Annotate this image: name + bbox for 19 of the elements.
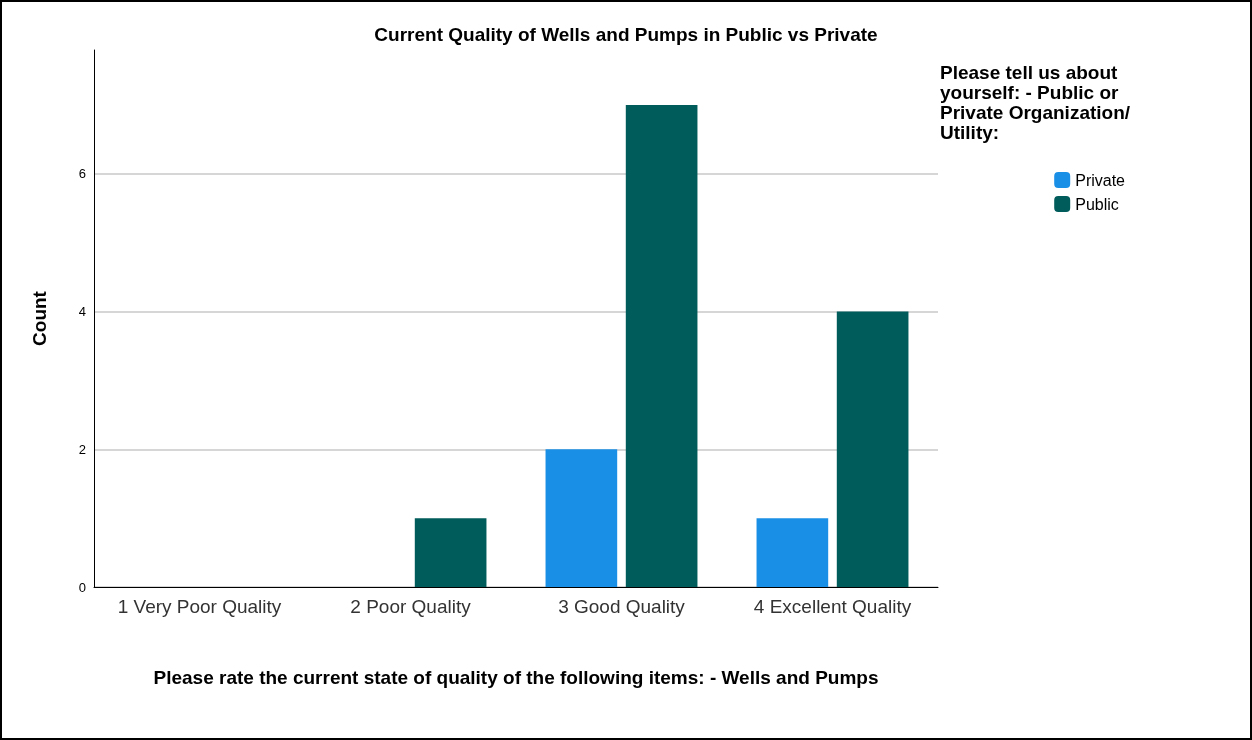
y-axis-title: Count [29,290,50,346]
bar [414,518,487,587]
bar [545,449,618,587]
bar [625,105,698,587]
y-tick-label: 6 [78,166,86,182]
bar [836,311,909,587]
bar [756,518,829,587]
y-tick-label: 4 [78,304,86,320]
legend-label: Public [1075,195,1119,213]
x-tick-label: 1 Very Poor Quality [117,596,282,617]
x-tick-label: 3 Good Quality [558,596,686,617]
x-tick-label: 4 Excellent Quality [753,596,912,617]
x-axis-title: Please rate the current state of quality of the following items: - Wells and Pumps [153,667,879,688]
legend-title: Please tell us about yourself: - Public or Private Organization/Utility: [940,61,1131,143]
y-tick-label: 0 [78,579,86,595]
y-tick-label: 2 [78,441,86,457]
x-tick-label: 2 Poor Quality [350,596,472,617]
legend-label: Private [1075,171,1126,189]
chart-title: Current Quality of Wells and Pumps in Public vs Private [374,24,878,45]
